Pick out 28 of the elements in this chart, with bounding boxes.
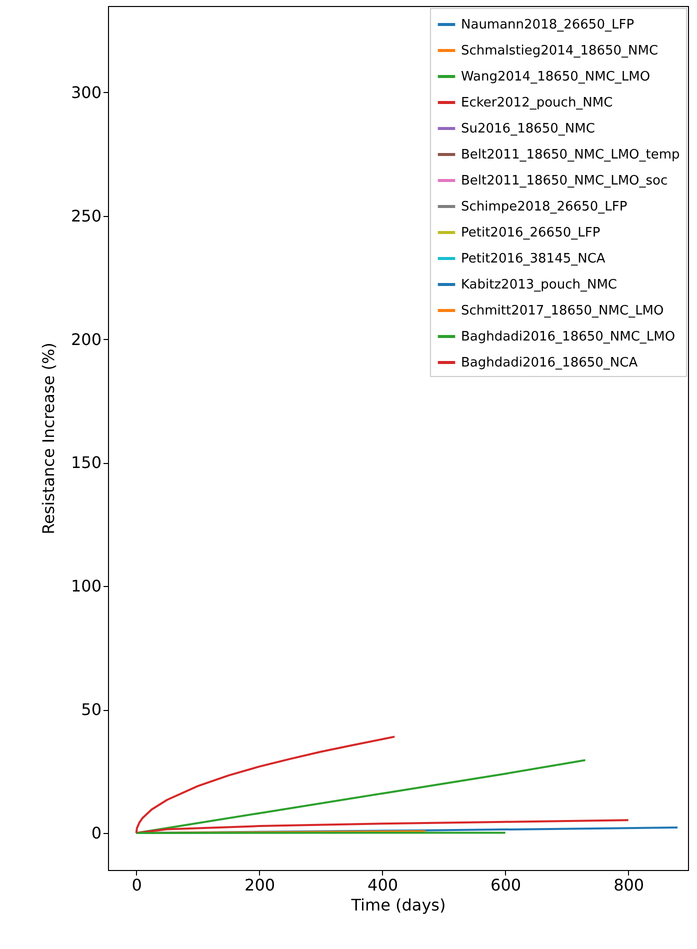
y-tick-label: 50 bbox=[81, 700, 102, 720]
legend-label: Naumann2018_26650_LFP bbox=[461, 18, 634, 32]
legend-label: Schmalstieg2014_18650_NMC bbox=[461, 44, 658, 58]
y-axis-title: Resistance Increase (%) bbox=[38, 342, 58, 534]
legend-label: Belt2011_18650_NMC_LMO_soc bbox=[461, 174, 668, 188]
legend-label: Petit2016_38145_NCA bbox=[461, 252, 606, 266]
x-axis-title: Time (days) bbox=[350, 896, 446, 914]
y-tick-label: 300 bbox=[70, 82, 102, 102]
x-tick-label: 800 bbox=[614, 876, 644, 894]
y-tick-label: 200 bbox=[70, 330, 102, 349]
y-tick-label: 100 bbox=[70, 576, 102, 596]
legend-label: Petit2016_26650_LFP bbox=[461, 226, 600, 240]
legend-label: Kabitz2013_pouch_NMC bbox=[461, 278, 617, 292]
legend-label: Schimpe2018_26650_LFP bbox=[461, 200, 628, 214]
legend-label: Schmitt2017_18650_NMC_LMO bbox=[461, 304, 664, 318]
x-tick-label: 600 bbox=[490, 876, 522, 894]
x-tick-label: 400 bbox=[368, 876, 398, 894]
legend-label: Baghdadi2016_18650_NCA bbox=[461, 356, 638, 370]
x-tick-label: 200 bbox=[244, 876, 276, 894]
legend-label: Ecker2012_pouch_NMC bbox=[461, 96, 613, 110]
y-tick-label: 250 bbox=[70, 206, 102, 226]
legend-label: Su2016_18650_NMC bbox=[461, 122, 595, 136]
legend-label: Wang2014_18650_NMC_LMO bbox=[461, 70, 650, 84]
legend-label: Belt2011_18650_NMC_LMO_temp bbox=[461, 148, 680, 162]
x-tick-label: 0 bbox=[132, 876, 142, 894]
y-tick-label: 150 bbox=[70, 453, 102, 472]
y-tick-label: 0 bbox=[91, 823, 102, 842]
legend-label: Baghdadi2016_18650_NMC_LMO bbox=[461, 330, 676, 344]
